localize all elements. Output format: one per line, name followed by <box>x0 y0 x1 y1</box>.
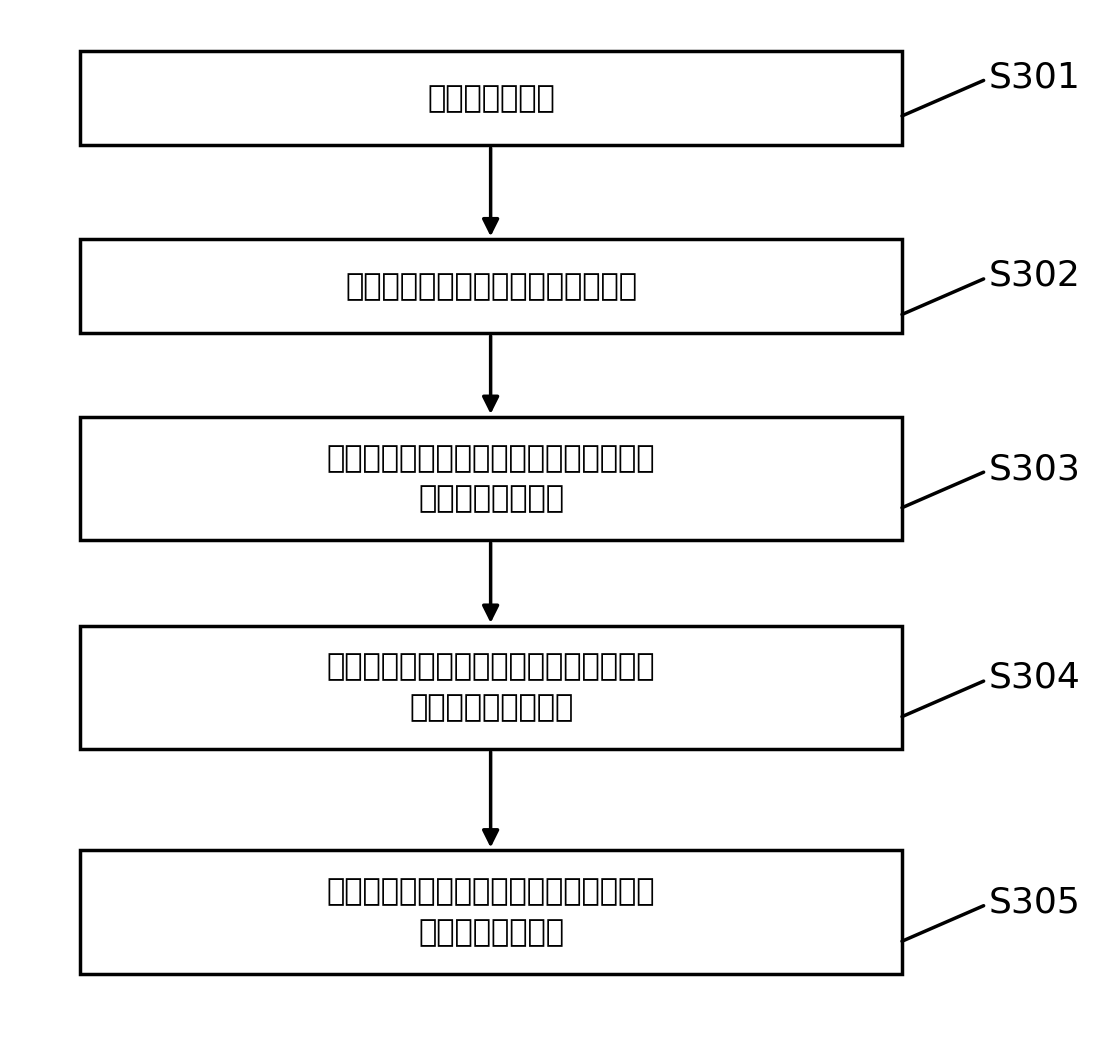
Bar <box>81 239 902 333</box>
Text: S304: S304 <box>989 661 1080 695</box>
Text: S305: S305 <box>989 886 1080 919</box>
Text: 在所述第一透明电极和所述第一栅绝缘层
上形成第二栅绝缘层: 在所述第一透明电极和所述第一栅绝缘层 上形成第二栅绝缘层 <box>327 653 655 722</box>
Text: 在位于所述发光区的所述第二栅绝缘层上
形成第二透明电极: 在位于所述发光区的所述第二栅绝缘层上 形成第二透明电极 <box>327 877 655 947</box>
Text: 在所述衬底基板上形成第一栅绝缘层: 在所述衬底基板上形成第一栅绝缘层 <box>345 272 638 301</box>
Bar <box>81 417 902 540</box>
Bar <box>81 625 902 749</box>
Bar <box>81 52 902 145</box>
Text: S303: S303 <box>989 452 1080 486</box>
Text: 在位于所述发光区的所述第一栅绝缘层上
形成第一透明电极: 在位于所述发光区的所述第一栅绝缘层上 形成第一透明电极 <box>327 443 655 513</box>
Bar <box>81 851 902 974</box>
Text: S302: S302 <box>989 259 1080 293</box>
Text: S301: S301 <box>989 60 1080 95</box>
Text: 提供一衬底基板: 提供一衬底基板 <box>427 83 555 113</box>
